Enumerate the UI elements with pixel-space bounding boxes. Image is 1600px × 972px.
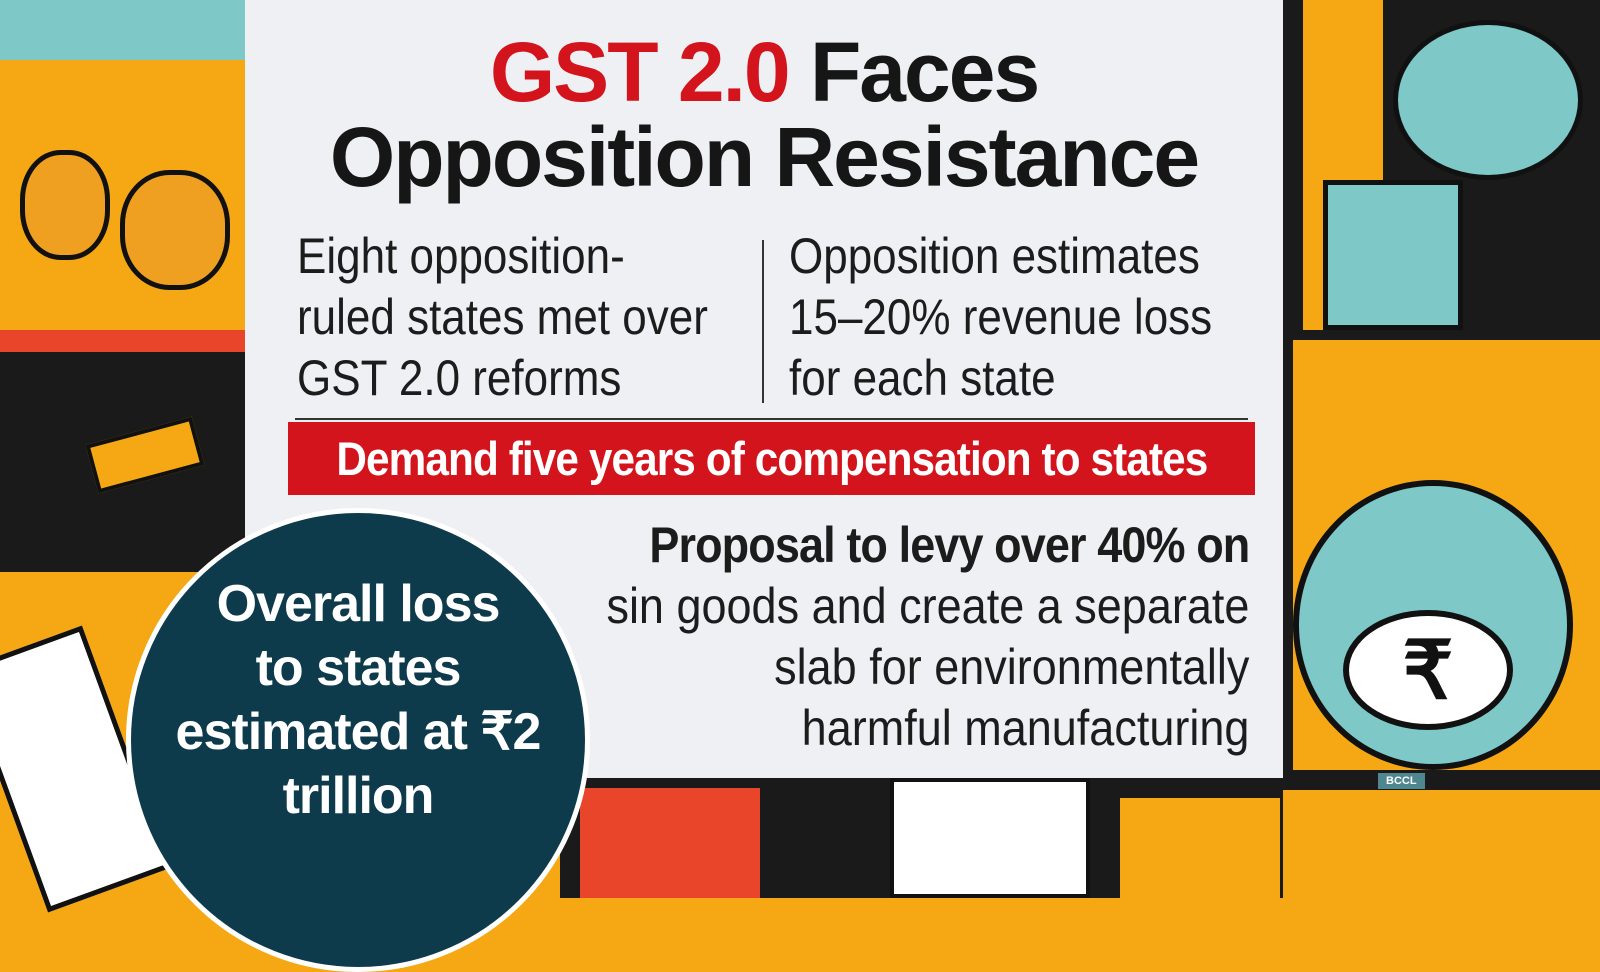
proposal-line: harmful manufacturing: [801, 700, 1249, 756]
circle-line: trillion: [282, 767, 435, 825]
proposal-line: slab for environmentally: [773, 639, 1249, 695]
headline-highlight: GST 2.0: [489, 25, 791, 119]
banner-text: Demand five years of compensation to sta…: [336, 432, 1208, 485]
horizontal-rule: [295, 418, 1248, 420]
illustration-right: ₹: [1283, 0, 1600, 898]
illustration-bottom: [560, 778, 1283, 898]
headline-line-2: Opposition Resistance: [329, 110, 1200, 204]
left-column: Eight opposition- ruled states met over …: [297, 226, 708, 409]
proposal-bold: Proposal to levy over 40% on: [648, 517, 1250, 573]
right-line: for each state: [789, 350, 1056, 406]
loss-circle-text: Overall loss to states estimated at ₹2 t…: [126, 572, 590, 828]
proposal-text: Proposal to levy over 40% on sin goods a…: [606, 515, 1250, 759]
circle-line: Overall loss: [216, 575, 501, 633]
proposal-line: sin goods and create a separate: [606, 578, 1249, 634]
rupee-icon: ₹: [1343, 610, 1513, 730]
headline-rest: Faces: [788, 25, 1040, 119]
right-line: 15–20% revenue loss: [789, 289, 1213, 345]
credit-watermark: BCCL: [1378, 773, 1425, 789]
left-line: ruled states met over: [297, 289, 708, 345]
column-divider: [762, 240, 764, 403]
circle-line: estimated at ₹2: [175, 703, 542, 761]
circle-line: to states: [255, 639, 462, 697]
left-line: Eight opposition-: [297, 228, 625, 284]
right-column: Opposition estimates 15–20% revenue loss…: [789, 226, 1212, 409]
demand-banner: Demand five years of compensation to sta…: [288, 422, 1255, 495]
right-line: Opposition estimates: [789, 228, 1200, 284]
headline-line-1: GST 2.0 Faces: [245, 30, 1283, 114]
illustration-left: [0, 0, 245, 913]
left-line: GST 2.0 reforms: [297, 350, 622, 406]
